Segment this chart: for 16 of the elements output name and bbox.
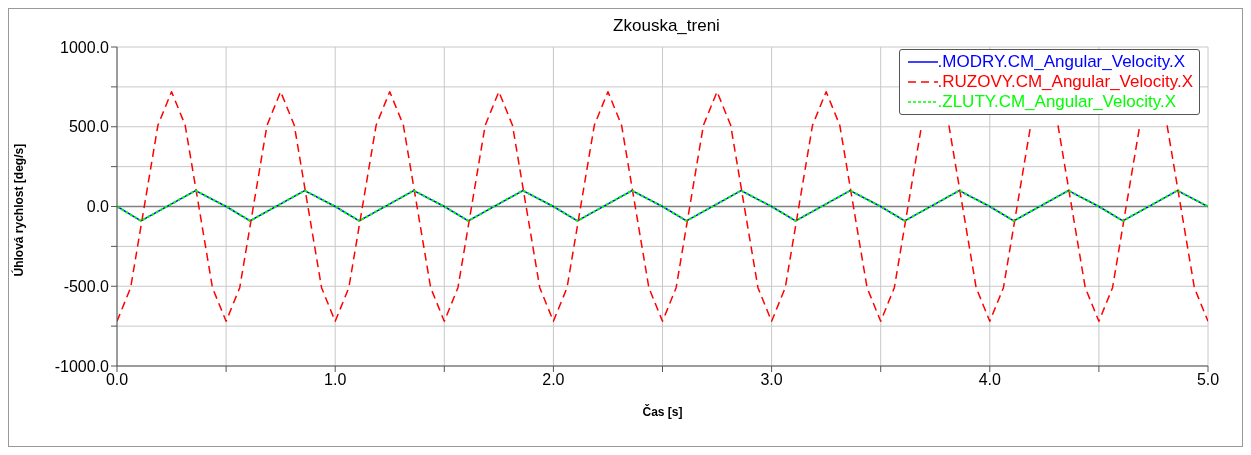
legend-label: .MODRY.CM_Angular_Velocity.X <box>937 52 1186 72</box>
x-tick-label: 4.0 <box>978 371 1002 389</box>
legend-label: .ZLUTY.CM_Angular_Velocity.X <box>937 92 1176 112</box>
x-tick-label: 2.0 <box>542 371 565 389</box>
x-tick-label: 5.0 <box>1196 371 1220 389</box>
y-tick-label: 500.0 <box>68 118 110 136</box>
chart-title: Zkouska_treni <box>613 16 720 35</box>
x-axis-title: Čas [s] <box>642 404 683 419</box>
y-tick-label: 0.0 <box>86 198 110 216</box>
x-tick-label: 3.0 <box>760 371 783 389</box>
x-tick-label: 0.0 <box>105 371 129 389</box>
y-axis-title: Úhlová rychlost [deg/s] <box>11 143 27 277</box>
legend-label: .RUZOVY.CM_Angular_Velocity.X <box>937 72 1193 92</box>
y-tick-label: 1000.0 <box>60 38 110 56</box>
y-tick-label: -500.0 <box>63 277 110 295</box>
x-tick-label: 1.0 <box>324 371 347 389</box>
